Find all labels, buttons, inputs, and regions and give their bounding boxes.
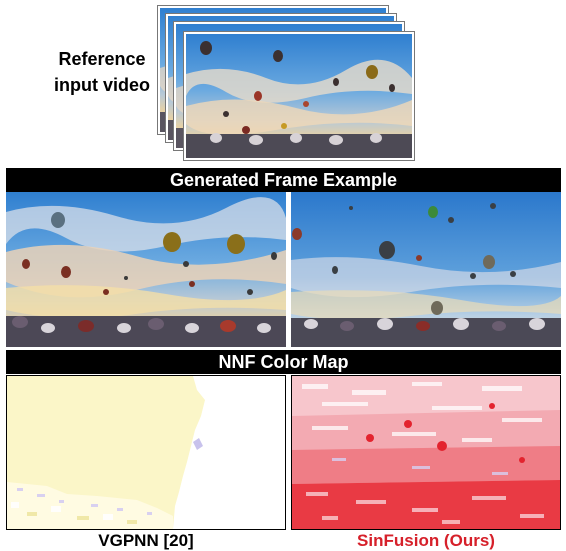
nnf-map-vgpnn bbox=[6, 375, 286, 530]
generated-frame-title: Generated Frame Example bbox=[169, 170, 398, 190]
nnf-map-sinfusion bbox=[291, 375, 561, 530]
caption-sinfusion: SinFusion (Ours) bbox=[357, 531, 495, 550]
nnf-color-map-title: NNF Color Map bbox=[218, 352, 349, 372]
nnf-color-map-banner: NNF Color Map bbox=[6, 350, 561, 374]
reference-label-line1: Reference bbox=[58, 49, 146, 69]
reference-label: Reference input video bbox=[44, 46, 160, 98]
generated-frame-left bbox=[6, 192, 286, 347]
reference-frame-front bbox=[184, 32, 414, 160]
generated-frame-banner: Generated Frame Example bbox=[6, 168, 561, 192]
caption-vgpnn: VGPNN [20] bbox=[98, 531, 194, 550]
reference-video-stack bbox=[0, 0, 566, 165]
reference-label-line2: input video bbox=[54, 75, 150, 95]
generated-frame-right bbox=[291, 192, 561, 347]
